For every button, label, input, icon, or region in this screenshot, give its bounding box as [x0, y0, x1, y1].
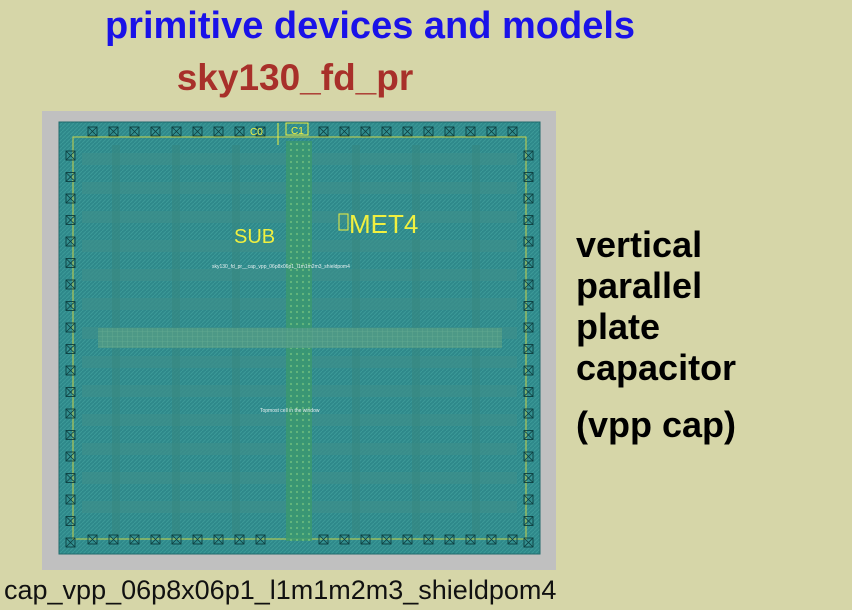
- via-contact: [65, 279, 76, 290]
- sub-label: SUB: [234, 226, 275, 248]
- via-contact: [523, 215, 534, 225]
- description-line-3: plate: [576, 306, 661, 347]
- description-line-1: vertical: [576, 224, 703, 265]
- via-contact: [213, 126, 224, 137]
- via-contact: [65, 365, 76, 376]
- via-contact: [486, 534, 497, 545]
- via-contact: [523, 494, 534, 505]
- via-contact: [108, 534, 119, 545]
- via-contact: [255, 126, 266, 137]
- via-contact: [87, 534, 98, 545]
- via-contact: [318, 126, 329, 137]
- via-contact: [523, 344, 534, 354]
- met4-label: MET4: [349, 209, 418, 239]
- via-contact: [523, 279, 534, 290]
- via-contact: [65, 344, 76, 354]
- via-contact: [255, 534, 266, 545]
- via-contact: [150, 534, 161, 545]
- via-contact: [381, 534, 392, 545]
- via-contact: [87, 126, 98, 137]
- via-contact: [129, 534, 140, 545]
- via-contact: [523, 430, 534, 440]
- via-contact: [523, 473, 534, 483]
- via-contact: [486, 126, 497, 137]
- via-contact: [360, 534, 371, 545]
- via-contact: [523, 322, 534, 333]
- via-contact: [523, 537, 534, 548]
- via-contact: [318, 534, 329, 545]
- via-contact: [523, 301, 534, 311]
- via-contact: [523, 172, 534, 182]
- via-contact: [507, 126, 518, 137]
- via-contact: [129, 126, 140, 137]
- via-contact: [523, 408, 534, 419]
- center-horizontal-stack: [98, 328, 502, 348]
- via-contact: [171, 534, 182, 545]
- via-contact: [402, 126, 413, 137]
- via-contact: [465, 534, 476, 545]
- via-contact: [523, 387, 534, 397]
- via-contact: [423, 126, 434, 137]
- device-description: vertical parallel plate capacitor (vpp c…: [576, 224, 736, 445]
- via-contact: [192, 534, 203, 545]
- via-contact: [507, 534, 518, 545]
- via-contact: [65, 516, 76, 526]
- via-contact: [150, 126, 161, 137]
- description-line-2: parallel: [576, 265, 703, 306]
- via-contact: [65, 301, 76, 311]
- via-contact: [523, 193, 534, 204]
- pin-c1-box: [285, 122, 309, 136]
- via-contact: [65, 172, 76, 182]
- met4-marker: [338, 213, 349, 231]
- via-contact: [523, 365, 534, 376]
- via-contact: [65, 430, 76, 440]
- via-contact: [65, 451, 76, 462]
- via-contact: [171, 126, 182, 137]
- via-contact: [65, 236, 76, 247]
- via-contact: [234, 126, 245, 137]
- description-line-4: capacitor: [576, 347, 737, 388]
- via-contact: [444, 126, 455, 137]
- edge-contacts: [65, 126, 534, 548]
- window-note-label: Topmost cell in the window: [260, 408, 320, 414]
- via-contact: [465, 126, 476, 137]
- pin-c1-label: C1: [291, 126, 304, 137]
- page-subtitle: sky130_fd_pr: [176, 57, 414, 98]
- via-contact: [402, 534, 413, 545]
- via-contact: [523, 236, 534, 247]
- via-contact: [192, 126, 203, 137]
- via-contact: [523, 150, 534, 161]
- via-contact: [65, 387, 76, 397]
- via-contact: [65, 258, 76, 268]
- layout-drawing: C0 C1 SUB MET4 sky130_fd_pr__cap_vpp_06p…: [58, 121, 541, 555]
- via-contact: [65, 322, 76, 333]
- page-title: primitive devices and models: [104, 5, 636, 47]
- description-line-5: (vpp cap): [576, 404, 737, 445]
- via-contact: [108, 126, 119, 137]
- cell-name-label: sky130_fd_pr__cap_vpp_06p8x06p1_l1m1m2m3…: [212, 264, 350, 270]
- via-contact: [234, 534, 245, 545]
- cell-caption: cap_vpp_06p8x06p1_l1m1m2m3_shieldpom4: [4, 575, 557, 605]
- layout-view: C0 C1 SUB MET4 sky130_fd_pr__cap_vpp_06p…: [42, 111, 556, 570]
- via-contact: [65, 215, 76, 225]
- via-contact: [65, 408, 76, 419]
- via-contact: [423, 534, 434, 545]
- via-contact: [523, 258, 534, 268]
- via-contact: [213, 534, 224, 545]
- via-contact: [339, 534, 350, 545]
- via-contact: [65, 193, 76, 204]
- via-contact: [444, 534, 455, 545]
- via-contact: [523, 516, 534, 526]
- pin-c0-label: C0: [250, 127, 263, 138]
- via-contact: [65, 473, 76, 483]
- via-contact: [339, 126, 350, 137]
- via-contact: [65, 494, 76, 505]
- via-contact: [65, 537, 76, 548]
- via-contact: [523, 451, 534, 462]
- via-contact: [65, 150, 76, 161]
- via-contact: [360, 126, 371, 137]
- via-contact: [381, 126, 392, 137]
